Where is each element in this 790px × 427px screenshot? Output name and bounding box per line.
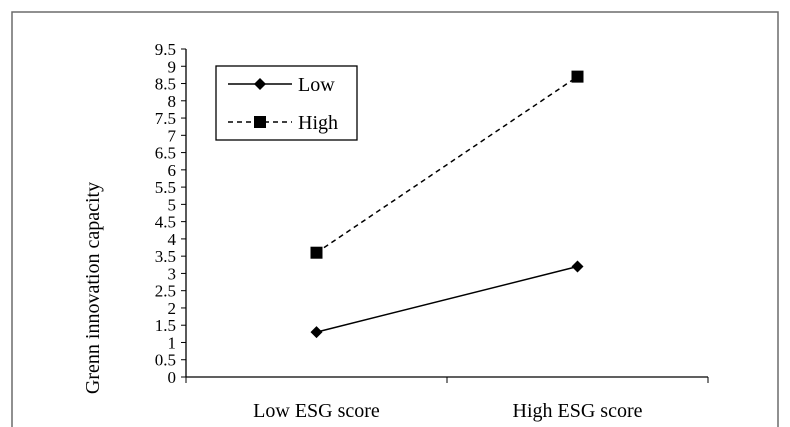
x-tick-label: High ESG score (513, 400, 643, 422)
series-line-low (316, 265, 578, 333)
legend-label: Low (298, 74, 335, 96)
y-tick-label: 7 (168, 126, 177, 145)
y-tick-label: 0 (168, 368, 177, 387)
y-tick-label: 5 (168, 195, 177, 214)
y-axis-title: Grenn innovation capacity (82, 182, 104, 394)
y-tick-label: 7.5 (155, 109, 176, 128)
y-tick-label: 4 (168, 230, 177, 249)
y-tick-label: 5.5 (155, 178, 176, 197)
data-point-high (310, 246, 323, 259)
outer-border (11, 11, 779, 427)
y-tick-label: 6.5 (155, 144, 176, 163)
plot-area: 00.511.522.533.544.555.566.577.588.599.5… (155, 40, 709, 422)
y-tick-label: 8 (168, 92, 177, 111)
y-tick-label: 3.5 (155, 247, 176, 266)
legend-label: High (298, 112, 338, 134)
y-tick-label: 1 (168, 333, 177, 352)
y-tick-label: 8.5 (155, 75, 176, 94)
data-point-low (571, 260, 584, 273)
legend-marker-high (254, 116, 266, 128)
y-tick-label: 2.5 (155, 282, 176, 301)
y-tick-label: 1.5 (155, 316, 176, 335)
y-tick-label: 9 (168, 57, 177, 76)
y-tick-label: 6 (168, 161, 177, 180)
y-tick-label: 4.5 (155, 213, 176, 232)
data-point-high (571, 70, 584, 83)
y-tick-label: 2 (168, 299, 177, 318)
data-point-low (310, 326, 323, 339)
x-tick-label: Low ESG score (253, 400, 380, 422)
series-line-high (316, 75, 578, 254)
y-tick-label: 0.5 (155, 351, 176, 370)
y-tick-label: 3 (168, 264, 177, 283)
legend: Low High (215, 65, 358, 141)
y-tick-label: 9.5 (155, 40, 176, 59)
legend-box (215, 65, 358, 141)
legend-marker-low (254, 78, 266, 90)
